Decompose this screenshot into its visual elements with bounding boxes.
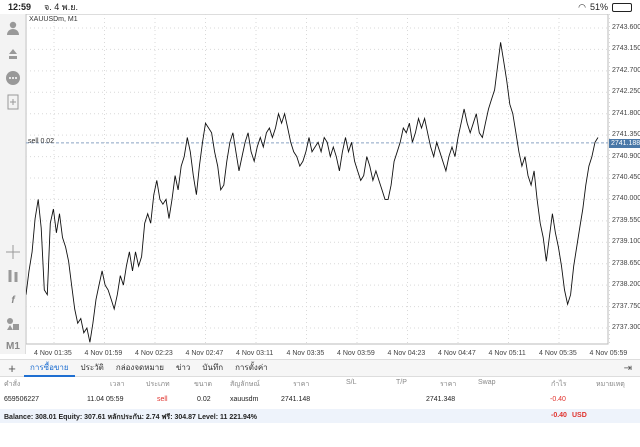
- terminal-tabs: + การซื้อขาย ประวัติ กล่องจดหมาย ข่าว บั…: [0, 359, 640, 377]
- battery-icon: [612, 2, 632, 12]
- tab-settings[interactable]: การตั้งค่า: [235, 363, 268, 372]
- timeframe-button[interactable]: M1: [6, 340, 20, 352]
- col-swap: Swap: [478, 379, 496, 386]
- y-tick-label: 2738.650: [612, 259, 640, 267]
- y-tick-label: 2741.800: [612, 109, 640, 117]
- x-tick-label: 4 Nov 04:23: [387, 350, 426, 357]
- chat-icon[interactable]: [3, 68, 23, 88]
- col-size: ขนาด: [194, 381, 213, 388]
- add-icon[interactable]: +: [8, 360, 16, 376]
- y-tick-label: 2739.550: [612, 216, 640, 224]
- x-tick-label: 4 Nov 01:35: [34, 350, 72, 357]
- chart-symbol: XAUUSDm, M1: [29, 16, 78, 23]
- order-profit: -0.40: [550, 396, 566, 403]
- x-tick-label: 4 Nov 05:35: [539, 350, 577, 357]
- y-tick-label: 2738.200: [612, 281, 640, 289]
- tab-history[interactable]: ประวัติ: [80, 363, 104, 372]
- y-tick-label: 2742.700: [612, 66, 640, 74]
- x-tick-label: 4 Nov 03:35: [286, 350, 325, 357]
- trade-arrows-icon[interactable]: [3, 43, 23, 63]
- y-tick-label: 2741.350: [612, 131, 640, 139]
- y-tick-label: 2743.600: [612, 24, 640, 31]
- sell-order-label: sell 0.02: [28, 138, 55, 145]
- price-chart[interactable]: XAUUSDm, M1 sell 0.02 2741.188 2743.600 2…: [25, 13, 640, 357]
- account-icon[interactable]: [3, 18, 23, 38]
- col-current-price: ราคา: [440, 381, 457, 388]
- order-time: 11.04 05:59: [87, 396, 124, 403]
- order-current-price: 2741.348: [426, 396, 456, 403]
- x-tick-label: 4 Nov 03:11: [236, 350, 274, 357]
- y-tick-label: 2740.450: [612, 174, 640, 181]
- chart-canvas[interactable]: [25, 13, 640, 354]
- status-time: 12:59: [8, 2, 32, 12]
- x-tick-label: 4 Nov 01:59: [84, 350, 123, 357]
- x-tick-label: 4 Nov 02:23: [135, 350, 173, 357]
- y-tick-label: 2737.300: [612, 324, 640, 331]
- total-profit: -0.40: [551, 412, 567, 419]
- order-size: 0.02: [197, 396, 211, 403]
- col-type: ประเภท: [146, 381, 170, 388]
- account-summary-text: Balance: 308.01 Equity: 307.61 หลักประกั…: [4, 414, 257, 421]
- order-ticket: 659506227: [4, 396, 40, 403]
- price-line: [25, 42, 599, 343]
- orders-header: คำสั่ง เวลา ประเภท ขนาด สัญลักษณ์ ราคา S…: [0, 378, 640, 390]
- x-tick-label: 4 Nov 05:11: [488, 350, 526, 357]
- order-open-price: 2741.148: [281, 396, 311, 403]
- status-date: จ. 4 พ.ย.: [44, 2, 78, 12]
- y-tick-label: 2740.900: [612, 152, 640, 160]
- order-symbol: xauusdm: [230, 396, 259, 403]
- tab-news[interactable]: ข่าว: [175, 363, 191, 372]
- order-row[interactable]: 659506227 11.04 05:59 sell 0.02 xauusdm …: [0, 393, 640, 407]
- exit-icon[interactable]: ⇥: [623, 362, 632, 374]
- y-tick-label: 2740.000: [612, 195, 640, 203]
- col-time: เวลา: [110, 381, 125, 388]
- tab-journal[interactable]: บันทึก: [202, 363, 224, 372]
- function-icon[interactable]: f: [11, 294, 15, 306]
- crosshair-icon[interactable]: [3, 242, 23, 262]
- tab-trade[interactable]: การซื้อขาย: [24, 359, 75, 377]
- wifi-icon: ◠: [578, 1, 586, 12]
- battery-percent: 51%: [589, 2, 608, 12]
- x-tick-label: 4 Nov 03:59: [337, 350, 375, 357]
- y-tick-label: 2737.750: [612, 302, 640, 310]
- col-tp: T/P: [396, 379, 407, 386]
- tab-mailbox[interactable]: กล่องจดหมาย: [115, 363, 164, 372]
- y-tick-label: 2743.150: [612, 45, 640, 53]
- y-tick-label: 2739.100: [612, 238, 640, 246]
- col-comment: หมายเหตุ: [596, 381, 625, 388]
- order-type: sell: [157, 396, 168, 403]
- col-order: คำสั่ง: [4, 381, 21, 388]
- col-price: ราคา: [293, 381, 310, 388]
- currency: USD: [572, 412, 587, 419]
- col-profit: กำไร: [551, 381, 567, 388]
- x-tick-label: 4 Nov 04:47: [438, 350, 476, 357]
- chart-toolbar: f M1: [0, 14, 26, 354]
- status-bar: 12:59 จ. 4 พ.ย. ◠ 51%: [0, 0, 640, 14]
- current-price-tag: 2741.188: [609, 139, 640, 148]
- account-summary: Balance: 308.01 Equity: 307.61 หลักประกั…: [0, 409, 640, 423]
- x-tick-label: 4 Nov 02:47: [185, 350, 224, 357]
- col-symbol: สัญลักษณ์: [230, 381, 260, 388]
- col-sl: S/L: [346, 379, 357, 386]
- indicators-icon[interactable]: [3, 266, 23, 286]
- add-chart-icon[interactable]: [3, 92, 23, 112]
- plot-border: [25, 13, 609, 345]
- shapes-icon[interactable]: [3, 314, 23, 334]
- x-tick-label: 4 Nov 05:59: [589, 350, 628, 357]
- y-tick-label: 2742.250: [612, 88, 640, 96]
